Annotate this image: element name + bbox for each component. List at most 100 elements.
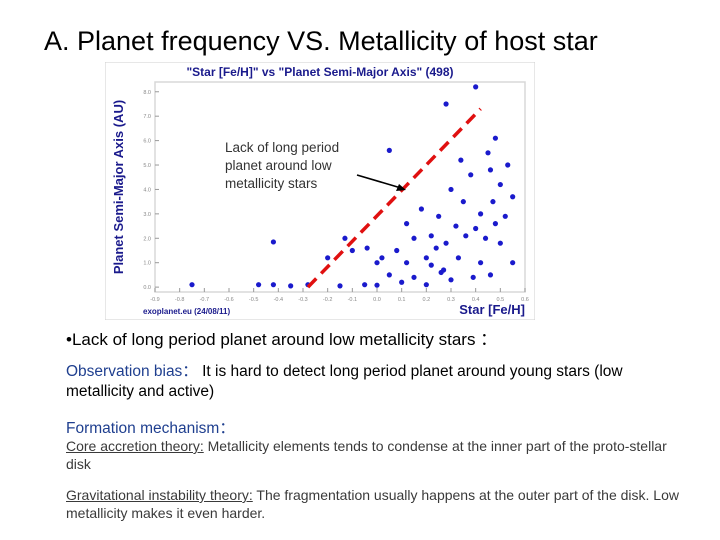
data-point <box>270 239 276 245</box>
data-point <box>399 279 405 285</box>
data-point <box>448 277 454 283</box>
x-tick-label: -0.2 <box>323 297 332 303</box>
data-point <box>510 194 516 200</box>
data-point <box>497 240 503 246</box>
data-point <box>404 221 410 227</box>
x-tick-label: -0.8 <box>175 297 184 303</box>
data-point <box>497 181 503 188</box>
gravitational-instability-theory: Gravitational instability theory: The fr… <box>66 486 686 522</box>
y-tick-label: 4.0 <box>143 187 151 193</box>
y-tick-label: 2.0 <box>143 236 151 242</box>
x-tick-label: 0.3 <box>447 297 455 303</box>
core-accretion-label: Core accretion theory: <box>66 438 204 454</box>
x-tick-label: -0.1 <box>348 297 357 303</box>
data-point <box>423 282 429 288</box>
x-tick-label: 0.4 <box>472 297 480 303</box>
data-point <box>428 262 434 268</box>
y-ticks: 0.0 1.0 2.0 3.0 4.0 5.0 6.0 7.0 8.0 <box>143 90 159 291</box>
core-accretion-text: Metallicity elements tends to condense a… <box>66 438 667 472</box>
annotation-arrow <box>356 174 402 189</box>
data-point <box>458 157 464 163</box>
data-point <box>470 274 476 280</box>
data-point <box>436 213 442 219</box>
x-tick-label: -0.6 <box>224 297 233 303</box>
y-tick-label: 1.0 <box>143 261 151 267</box>
data-point <box>482 235 489 241</box>
slide-title: A. Planet frequency VS. Metallicity of h… <box>44 26 598 56</box>
data-point <box>364 245 370 251</box>
data-point <box>492 221 498 227</box>
data-point <box>270 282 276 288</box>
y-tick-label: 0.0 <box>143 285 151 291</box>
annotation-line-3: metallicity stars <box>225 176 318 191</box>
data-point <box>505 162 511 168</box>
data-point <box>288 283 294 289</box>
data-point <box>394 247 400 254</box>
data-point <box>443 101 449 107</box>
data-point <box>337 283 343 289</box>
x-axis-label: Star [Fe/H] <box>459 302 525 317</box>
data-point <box>492 135 498 141</box>
x-tick-label: 0.0 <box>373 297 381 303</box>
data-point <box>473 84 479 90</box>
data-point <box>325 255 331 261</box>
data-point <box>510 260 516 266</box>
data-point <box>478 260 484 266</box>
observation-bias: Observation bias： It is hard to detect l… <box>66 362 686 402</box>
data-points <box>189 84 516 289</box>
chart-title: "Star [Fe/H]" vs "Planet Semi-Major Axis… <box>186 65 453 79</box>
data-point <box>448 186 454 193</box>
data-point <box>362 282 368 288</box>
data-point <box>443 240 449 246</box>
bullet-text: •Lack of long period planet around low m… <box>66 330 498 349</box>
data-point <box>423 255 429 261</box>
formation-label: Formation mechanism： <box>66 420 235 437</box>
x-tick-label: -0.5 <box>249 297 258 303</box>
y-tick-label: 8.0 <box>143 90 151 96</box>
x-tick-label: 0.1 <box>398 297 406 303</box>
gravitational-instability-label: Gravitational instability theory: <box>66 487 253 503</box>
data-point <box>349 247 355 254</box>
data-point <box>374 260 380 266</box>
x-tick-label: 0.5 <box>497 297 505 303</box>
chart-source: exoplanet.eu (24/08/11) <box>143 307 230 316</box>
x-tick-label: -0.9 <box>150 297 159 303</box>
data-point <box>386 147 392 153</box>
x-tick-label: -0.7 <box>200 297 209 303</box>
annotation-line-2: planet around low <box>225 158 332 173</box>
annotation-line-1: Lack of long period <box>225 140 339 155</box>
data-point <box>379 255 385 261</box>
x-tick-label: 0.6 <box>521 297 529 303</box>
x-ticks: -0.9 -0.8 -0.7 -0.6 -0.5 -0.4 -0.3 -0.2 -0.1 0.0 0… <box>150 288 529 303</box>
data-point <box>473 225 479 232</box>
observation-label: Observation bias： <box>66 363 198 380</box>
data-point <box>487 272 494 278</box>
y-tick-label: 5.0 <box>143 163 151 169</box>
data-point <box>428 233 434 239</box>
data-point <box>411 274 417 280</box>
data-point <box>256 282 262 288</box>
observation-text: It is hard to detect long period planet … <box>66 363 623 400</box>
data-point <box>189 282 195 288</box>
data-point <box>433 245 439 251</box>
data-point <box>374 282 380 288</box>
y-tick-label: 6.0 <box>143 139 151 145</box>
data-point <box>342 235 348 241</box>
gravitational-instability-text: The fragmentation usually happens at the… <box>66 487 679 521</box>
x-tick-label: -0.3 <box>298 297 307 303</box>
data-point <box>453 223 459 229</box>
data-point <box>404 260 410 266</box>
annotation: Lack of long period planet around low me… <box>223 138 406 194</box>
scatter-chart: "Star [Fe/H]" vs "Planet Semi-Major Axis… <box>105 62 535 320</box>
y-tick-label: 3.0 <box>143 212 151 218</box>
data-point <box>478 211 484 217</box>
x-tick-label: 0.2 <box>423 297 431 303</box>
data-point <box>490 199 496 205</box>
annotation-bg <box>223 138 373 194</box>
y-tick-label: 7.0 <box>143 114 151 120</box>
data-point <box>502 213 508 219</box>
data-point <box>460 199 466 205</box>
data-point <box>485 150 491 156</box>
metallicity-boundary-line <box>306 107 482 289</box>
data-point <box>418 206 424 212</box>
